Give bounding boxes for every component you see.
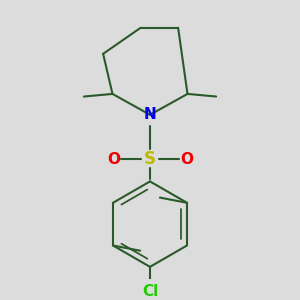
Text: N: N [144, 107, 156, 122]
Text: O: O [180, 152, 193, 166]
Text: O: O [107, 152, 120, 166]
Text: Cl: Cl [142, 284, 158, 299]
Text: S: S [144, 150, 156, 168]
